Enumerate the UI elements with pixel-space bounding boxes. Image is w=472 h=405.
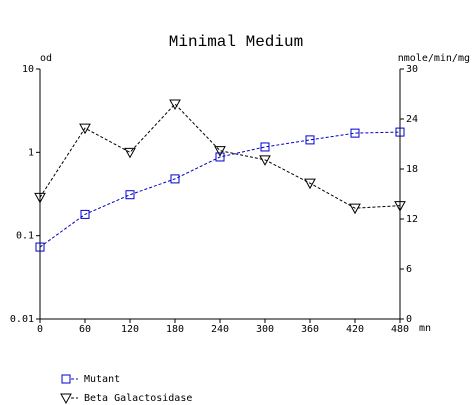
y-tick-label: 0.1 xyxy=(16,231,34,242)
data-point xyxy=(349,203,361,215)
data-point xyxy=(214,146,226,157)
x-tick-label: 360 xyxy=(301,324,319,335)
x-tick-label: 60 xyxy=(79,324,91,335)
y-tick-label: 0.01 xyxy=(10,314,34,325)
x-tick-label: 240 xyxy=(211,324,229,335)
y2-axis-label: nmole/min/mg xyxy=(398,53,470,64)
data-point xyxy=(80,209,90,219)
data-point xyxy=(260,142,270,152)
y-axis-label: od xyxy=(40,53,52,64)
data-point xyxy=(79,123,91,135)
x-tick-label: 180 xyxy=(166,324,184,335)
data-point xyxy=(215,152,225,162)
x-tick-label: 300 xyxy=(256,324,274,335)
data-point xyxy=(259,155,271,166)
x-tick-label: 480 xyxy=(391,324,409,335)
y2-tick-label: 30 xyxy=(406,64,418,75)
data-point xyxy=(305,135,315,145)
x-tick-label: 0 xyxy=(37,324,43,335)
chart-title: Minimal Medium xyxy=(169,33,303,51)
data-point xyxy=(124,147,136,159)
data-point xyxy=(304,178,316,190)
y-tick-label: 1 xyxy=(28,147,34,158)
y2-tick-label: 6 xyxy=(406,264,412,275)
data-point xyxy=(125,190,135,200)
y2-tick-label: 0 xyxy=(406,314,412,325)
legend-marker xyxy=(60,393,72,405)
y2-tick-label: 12 xyxy=(406,214,418,225)
x-tick-label: 420 xyxy=(346,324,364,335)
data-point xyxy=(35,242,45,252)
series-line xyxy=(39,131,401,248)
data-point xyxy=(170,174,180,184)
x-axis-label: mn xyxy=(419,323,431,334)
data-point xyxy=(169,99,181,111)
y2-tick-label: 18 xyxy=(406,164,418,175)
data-point xyxy=(34,192,46,204)
y-tick-label: 10 xyxy=(22,64,34,75)
legend-marker xyxy=(61,374,71,384)
legend-label: Mutant xyxy=(84,374,120,385)
y2-tick-label: 24 xyxy=(406,114,418,125)
data-point xyxy=(394,201,406,212)
x-tick-label: 120 xyxy=(121,324,139,335)
series-line xyxy=(39,103,401,209)
data-point xyxy=(350,128,360,138)
legend-label: Beta Galactosidase xyxy=(84,393,192,404)
data-point xyxy=(395,127,405,137)
